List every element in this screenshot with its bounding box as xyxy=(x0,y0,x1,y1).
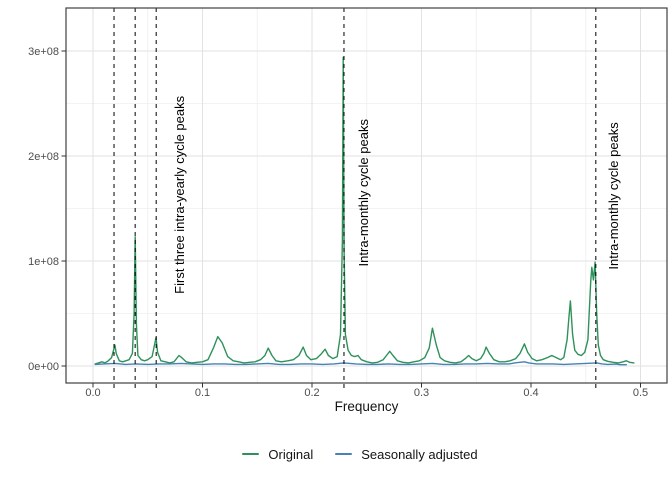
legend-label-seasonally-adjusted: Seasonally adjusted xyxy=(361,446,478,462)
legend-item-seasonally-adjusted: Seasonally adjusted xyxy=(335,446,478,462)
panel-border xyxy=(65,7,668,384)
annotation-label: Intra-monthly cycle peaks xyxy=(356,119,371,267)
annotation-label: Intra-monthly cycle peaks xyxy=(606,122,621,270)
y-tick-label: 3e+08 xyxy=(28,46,59,58)
y-tick-label: 1e+08 xyxy=(28,256,59,268)
legend-item-original: Original xyxy=(242,447,313,462)
y-tick-label: 2e+08 xyxy=(28,151,59,163)
x-tick-label: 0.0 xyxy=(85,387,100,399)
x-tick-label: 0.2 xyxy=(304,387,319,399)
legend-label-original: Original xyxy=(268,446,314,462)
annotation-label: First three intra-yearly cycle peaks xyxy=(172,95,187,293)
x-tick-label: 0.3 xyxy=(414,387,429,399)
x-axis-title: Frequency xyxy=(334,399,399,414)
x-tick-label: 0.5 xyxy=(633,387,648,399)
x-tick-label: 0.1 xyxy=(195,387,210,399)
series-line-seasonally-adjusted xyxy=(94,361,627,366)
x-tick-label: 0.4 xyxy=(523,387,538,399)
y-tick-label: 0e+00 xyxy=(28,361,59,373)
spectral-plot: 0.0 0.1 0.2 0.3 0.4 0.5 0e+00 1e+08 2e+08 3e+08 Fi… xyxy=(28,7,668,399)
seasonally-adjusted-line-key-icon xyxy=(335,453,353,455)
legend: Original Seasonally adjusted xyxy=(48,443,672,465)
original-line-key-icon xyxy=(242,453,260,455)
series-line-original xyxy=(94,56,635,365)
